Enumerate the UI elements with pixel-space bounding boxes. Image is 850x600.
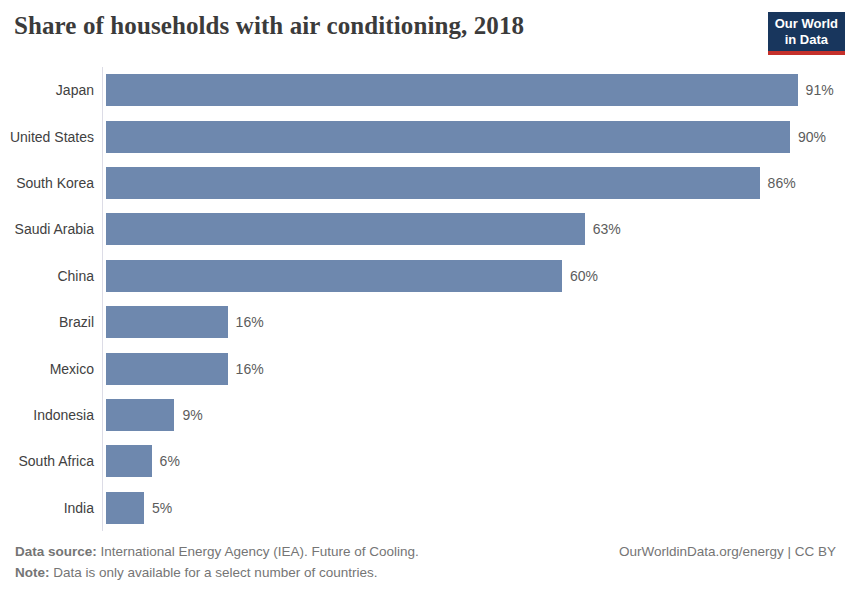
- bar-area: 86%: [102, 160, 850, 206]
- chart-figure: Share of households with air conditionin…: [0, 0, 850, 600]
- chart-title: Share of households with air conditionin…: [14, 12, 704, 40]
- country-label: Japan: [4, 67, 102, 113]
- country-label: South Korea: [4, 160, 102, 206]
- value-label: 86%: [768, 175, 796, 191]
- bar-area: 16%: [102, 299, 850, 345]
- bar-row: South Africa 6%: [4, 438, 850, 484]
- bar-area: 5%: [102, 485, 850, 531]
- value-label: 9%: [182, 407, 202, 423]
- bar-row: India 5%: [4, 485, 850, 531]
- bar[interactable]: [106, 399, 174, 431]
- country-label: South Africa: [4, 438, 102, 484]
- owid-logo-line1: Our World: [775, 16, 838, 32]
- value-label: 91%: [806, 82, 834, 98]
- bar-row: Japan 91%: [4, 67, 850, 113]
- value-label: 16%: [236, 314, 264, 330]
- bar-area: 91%: [102, 67, 850, 113]
- bar-area: 60%: [102, 253, 850, 299]
- bar[interactable]: [106, 492, 144, 524]
- bar-row: Mexico 16%: [4, 345, 850, 391]
- bar[interactable]: [106, 213, 585, 245]
- value-label: 60%: [570, 268, 598, 284]
- country-label: Indonesia: [4, 392, 102, 438]
- bar-area: 6%: [102, 438, 850, 484]
- bar[interactable]: [106, 260, 562, 292]
- country-label: Mexico: [4, 345, 102, 391]
- chart-footer: Data source: International Energy Agency…: [15, 541, 836, 583]
- bar-chart: Japan 91% United States 90% South Korea …: [4, 67, 850, 531]
- owid-logo[interactable]: Our World in Data: [768, 12, 845, 55]
- note-label: Note:: [15, 565, 50, 580]
- bar[interactable]: [106, 353, 228, 385]
- bar[interactable]: [106, 445, 152, 477]
- value-label: 16%: [236, 361, 264, 377]
- country-label: United States: [4, 113, 102, 159]
- data-source-line: Data source: International Energy Agency…: [15, 541, 419, 562]
- bar-row: South Korea 86%: [4, 160, 850, 206]
- bar[interactable]: [106, 167, 760, 199]
- bar-row: China 60%: [4, 253, 850, 299]
- bar-row: Indonesia 9%: [4, 392, 850, 438]
- bar-area: 9%: [102, 392, 850, 438]
- value-label: 5%: [152, 500, 172, 516]
- data-source-text: International Energy Agency (IEA). Futur…: [101, 544, 419, 559]
- bar-row: United States 90%: [4, 113, 850, 159]
- country-label: Saudi Arabia: [4, 206, 102, 252]
- value-label: 6%: [160, 453, 180, 469]
- owid-logo-line2: in Data: [775, 32, 838, 48]
- bar-area: 90%: [102, 113, 850, 159]
- bar-area: 63%: [102, 206, 850, 252]
- note-line: Note: Data is only available for a selec…: [15, 562, 419, 583]
- country-label: India: [4, 485, 102, 531]
- value-label: 63%: [593, 221, 621, 237]
- bar-row: Saudi Arabia 63%: [4, 206, 850, 252]
- credit-link[interactable]: OurWorldinData.org/energy | CC BY: [619, 541, 836, 562]
- bar-row: Brazil 16%: [4, 299, 850, 345]
- data-source-label: Data source:: [15, 544, 97, 559]
- country-label: China: [4, 253, 102, 299]
- bar-area: 16%: [102, 345, 850, 391]
- footer-notes: Data source: International Energy Agency…: [15, 541, 419, 583]
- country-label: Brazil: [4, 299, 102, 345]
- value-label: 90%: [798, 129, 826, 145]
- bar[interactable]: [106, 121, 790, 153]
- note-text: Data is only available for a select numb…: [53, 565, 377, 580]
- bar[interactable]: [106, 74, 798, 106]
- bar[interactable]: [106, 306, 228, 338]
